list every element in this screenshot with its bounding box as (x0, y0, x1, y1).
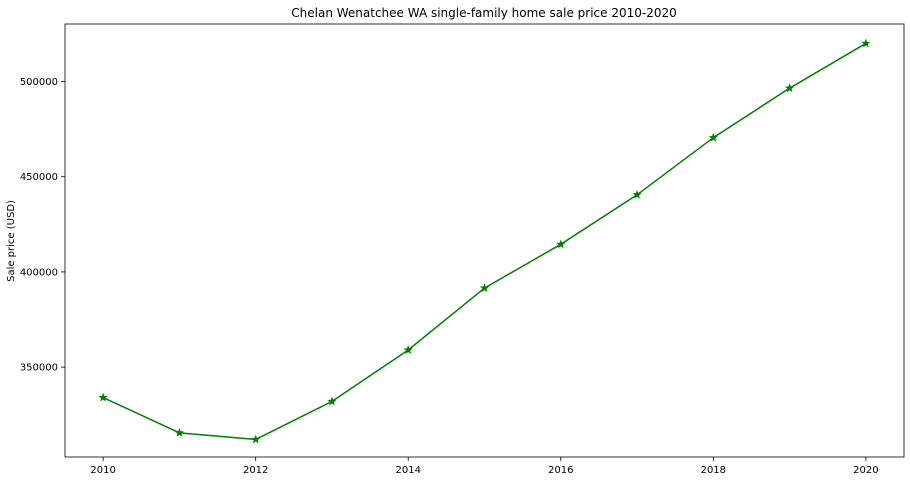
data-point-marker (479, 283, 490, 293)
data-point-marker (708, 132, 718, 142)
data-point-marker (251, 434, 261, 444)
x-tick-label: 2014 (396, 465, 421, 476)
data-point-marker (784, 83, 795, 93)
plot-area: 2010 2012 2014 2016 2018 2020 350000 400000 4500… (20, 23, 905, 476)
y-tick-label: 500000 (20, 77, 58, 88)
x-tick-label: 2018 (701, 465, 726, 476)
data-point-marker (861, 38, 871, 48)
data-point-marker (98, 392, 108, 402)
chart-title: Chelan Wenatchee WA single-family home s… (291, 6, 676, 20)
y-tick-label: 400000 (20, 267, 58, 278)
x-tick-label: 2020 (853, 465, 878, 476)
series-line (102, 42, 867, 441)
x-tick-label: 2012 (243, 465, 268, 476)
y-axis-label: Sale price (USD) (6, 200, 17, 282)
data-point-marker (632, 189, 642, 199)
data-point-marker (174, 427, 185, 437)
data-point-marker (556, 239, 566, 249)
y-tick-label: 450000 (20, 172, 58, 183)
y-tick-label: 350000 (20, 363, 58, 374)
x-tick-label: 2010 (90, 465, 115, 476)
x-tick-label: 2016 (548, 465, 573, 476)
plot-frame (64, 23, 905, 458)
data-point-marker (403, 345, 413, 354)
data-point-marker (327, 396, 337, 406)
